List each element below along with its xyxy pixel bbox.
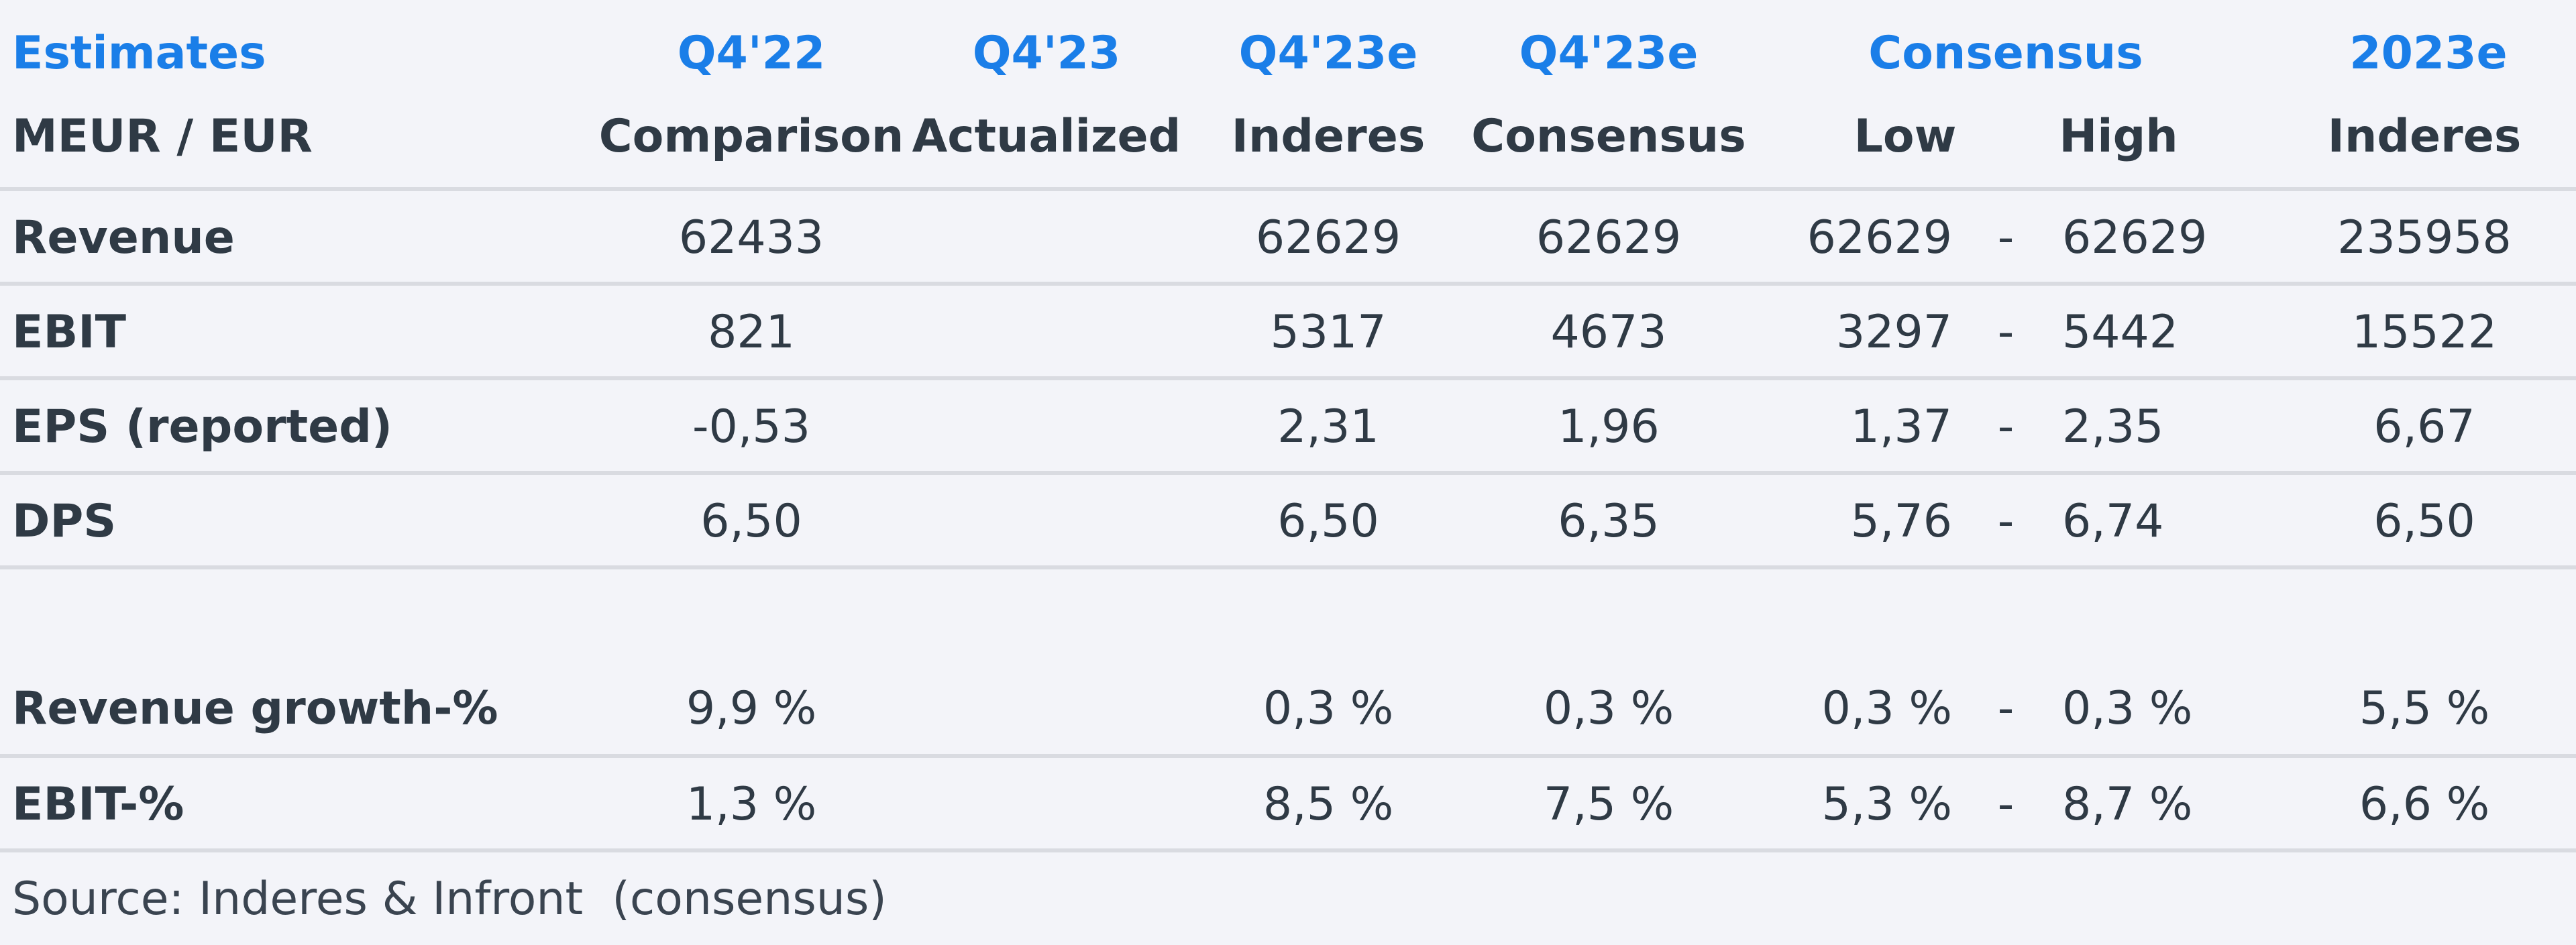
header-low: Low: [1854, 109, 1957, 163]
separator: [0, 471, 2576, 475]
cell-2023e: 235958: [2337, 211, 2512, 264]
header-comparison: Comparison: [598, 109, 904, 163]
separator: [0, 848, 2576, 852]
cell-consensus: 6,35: [1558, 494, 1660, 548]
cell-q4-23: [885, 664, 1208, 753]
header-consensus: Consensus: [1868, 26, 2143, 80]
separator: [0, 282, 2576, 286]
header-2023e: 2023e: [2349, 26, 2508, 80]
row-label: EBIT-%: [12, 777, 184, 831]
header-2023e-inderes: Inderes: [2327, 109, 2522, 163]
cell-q4-22: 6,50: [700, 494, 802, 548]
cell-2023e: 15522: [2351, 305, 2498, 359]
separator: [0, 754, 2576, 758]
cell-q4-22: 821: [708, 305, 795, 359]
cell-inderes: 5317: [1270, 305, 1387, 359]
cell-consensus: 62629: [1536, 211, 1682, 264]
header-q4-23e-inderes: Q4'23e: [1238, 26, 1418, 80]
cell-dash: -: [1997, 494, 2015, 548]
cell-inderes: 2,31: [1277, 400, 1379, 453]
cell-inderes: 0,3 %: [1263, 681, 1394, 735]
cell-consensus: 0,3 %: [1543, 681, 1674, 735]
cell-consensus: 4673: [1550, 305, 1667, 359]
cell-high: 2,35: [2062, 400, 2164, 453]
header-actualized: Actualized: [912, 109, 1181, 163]
header-row-periods: Estimates Q4'22 Q4'23 Q4'23e Q4'23e Cons…: [0, 16, 2576, 90]
cell-2023e: 5,5 %: [2359, 681, 2490, 735]
cell-q4-22: 1,3 %: [686, 777, 817, 831]
cell-low: 5,76: [1850, 494, 1952, 548]
header-estimates: Estimates: [12, 26, 266, 80]
row-label: DPS: [12, 494, 117, 548]
table-row-eps: EPS (reported) -0,53 2,31 1,96 1,37 - 2,…: [0, 382, 2576, 471]
cell-low: 62629: [1807, 211, 1952, 264]
cell-q4-23: [885, 288, 1208, 376]
header-q4-23e-consensus: Q4'23e: [1519, 26, 1699, 80]
table-row-ebit: EBIT 821 5317 4673 3297 - 5442 15522: [0, 288, 2576, 376]
cell-2023e: 6,67: [2373, 400, 2475, 453]
cell-inderes: 8,5 %: [1263, 777, 1394, 831]
table-row-dps: DPS 6,50 6,50 6,35 5,76 - 6,74 6,50: [0, 477, 2576, 565]
separator: [0, 187, 2576, 191]
cell-inderes: 62629: [1255, 211, 1401, 264]
row-label: Revenue growth-%: [12, 681, 498, 735]
cell-q4-23: [885, 477, 1208, 565]
cell-q4-23: [885, 382, 1208, 471]
cell-high: 8,7 %: [2062, 777, 2193, 831]
header-consensus-col: Consensus: [1471, 109, 1746, 163]
cell-q4-22: 62433: [678, 211, 824, 264]
cell-low: 0,3 %: [1821, 681, 1952, 735]
cell-low: 5,3 %: [1821, 777, 1952, 831]
header-row-labels: MEUR / EUR Comparison Actualized Inderes…: [0, 99, 2576, 173]
cell-high: 62629: [2062, 211, 2208, 264]
cell-2023e: 6,50: [2373, 494, 2475, 548]
cell-q4-22: 9,9 %: [686, 681, 817, 735]
cell-dash: -: [1997, 305, 2015, 359]
cell-dash: -: [1997, 777, 2015, 831]
cell-high: 5442: [2062, 305, 2179, 359]
source-note: Source: Inderes & Infront (consensus): [12, 872, 887, 926]
row-label: Revenue: [12, 211, 235, 264]
cell-consensus: 7,5 %: [1543, 777, 1674, 831]
header-unit: MEUR / EUR: [12, 109, 313, 163]
cell-q4-22: -0,53: [692, 400, 810, 453]
header-inderes: Inderes: [1231, 109, 1426, 163]
header-q4-22: Q4'22: [677, 26, 826, 80]
cell-q4-23: [885, 193, 1208, 282]
cell-consensus: 1,96: [1558, 400, 1660, 453]
separator: [0, 376, 2576, 380]
cell-low: 1,37: [1850, 400, 1952, 453]
header-q4-23: Q4'23: [972, 26, 1121, 80]
separator: [0, 565, 2576, 569]
cell-q4-23: [885, 760, 1208, 848]
table-row-ebit-pct: EBIT-% 1,3 % 8,5 % 7,5 % 5,3 % - 8,7 % 6…: [0, 760, 2576, 848]
cell-2023e: 6,6 %: [2359, 777, 2490, 831]
cell-inderes: 6,50: [1277, 494, 1379, 548]
cell-high: 0,3 %: [2062, 681, 2193, 735]
row-label: EBIT: [12, 305, 126, 359]
source-footer: Source: Inderes & Infront (consensus): [0, 858, 2576, 939]
cell-dash: -: [1997, 211, 2015, 264]
cell-dash: -: [1997, 400, 2015, 453]
table-row-revenue: Revenue 62433 62629 62629 62629 - 62629 …: [0, 193, 2576, 282]
row-label: EPS (reported): [12, 400, 392, 453]
table-row-revenue-growth: Revenue growth-% 9,9 % 0,3 % 0,3 % 0,3 %…: [0, 664, 2576, 753]
cell-high: 6,74: [2062, 494, 2164, 548]
header-high: High: [2059, 109, 2178, 163]
cell-dash: -: [1997, 681, 2015, 735]
cell-low: 3297: [1835, 305, 1952, 359]
